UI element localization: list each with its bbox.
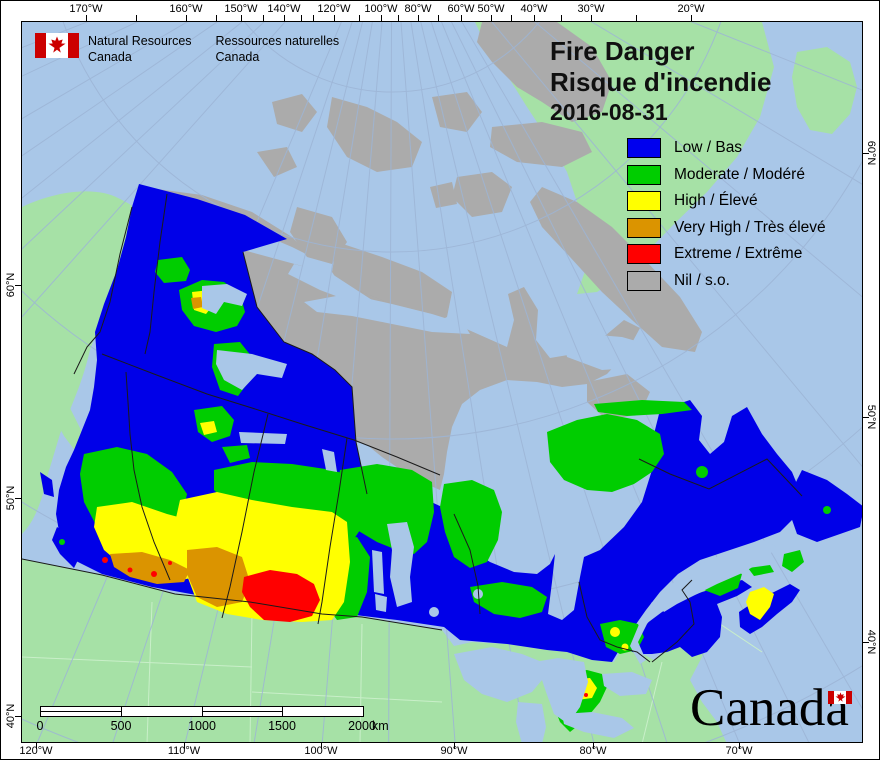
axis-tick bbox=[863, 153, 869, 154]
axis-tick bbox=[334, 15, 335, 21]
axis-tick bbox=[359, 15, 360, 21]
arctic-inlets bbox=[288, 264, 657, 370]
axis-tick bbox=[241, 15, 242, 21]
longitude-label: 50°W bbox=[477, 3, 505, 15]
map-frame: Natural Resources Canada Ressources natu… bbox=[21, 21, 863, 743]
state-lines bbox=[22, 601, 763, 742]
axis-tick bbox=[263, 15, 264, 21]
axis-tick bbox=[284, 15, 285, 21]
longitude-label: 110°W bbox=[167, 745, 201, 757]
axis-tick bbox=[216, 15, 217, 21]
axis-tick bbox=[739, 743, 740, 749]
axis-tick bbox=[86, 15, 87, 21]
longitude-label: 30°W bbox=[577, 3, 605, 15]
axis-tick bbox=[15, 285, 21, 286]
axis-tick bbox=[691, 15, 692, 21]
axis-tick bbox=[321, 743, 322, 749]
longitude-label: 160°W bbox=[169, 3, 203, 15]
longitude-label: 100°W bbox=[364, 3, 398, 15]
longitude-label: 80°W bbox=[404, 3, 432, 15]
longitude-label: 120°W bbox=[317, 3, 351, 15]
axis-tick bbox=[313, 15, 314, 21]
axis-tick bbox=[454, 743, 455, 749]
longitude-label: 170°W bbox=[69, 3, 103, 15]
axis-tick bbox=[381, 15, 382, 21]
axis-tick bbox=[491, 15, 492, 21]
axis-tick bbox=[15, 498, 21, 499]
axis-tick bbox=[561, 15, 562, 21]
axis-tick bbox=[863, 642, 869, 643]
map-canvas bbox=[22, 22, 862, 742]
longitude-label: 150°W bbox=[224, 3, 258, 15]
longitude-label: 40°W bbox=[520, 3, 548, 15]
axis-tick bbox=[36, 743, 37, 749]
axis-tick bbox=[438, 15, 439, 21]
boundaries-layer bbox=[22, 193, 803, 663]
axis-tick bbox=[301, 15, 302, 21]
axis-tick bbox=[461, 15, 462, 21]
axis-tick bbox=[136, 15, 137, 21]
longitude-label: 90°W bbox=[440, 745, 468, 757]
lakes-layer bbox=[202, 284, 777, 742]
longitude-label: 120°W bbox=[19, 745, 53, 757]
axis-tick bbox=[534, 15, 535, 21]
axis-tick bbox=[636, 15, 637, 21]
axis-tick bbox=[863, 417, 869, 418]
axis-tick bbox=[15, 716, 21, 717]
longitude-label: 140°W bbox=[267, 3, 301, 15]
longitude-label: 80°W bbox=[579, 745, 607, 757]
longitude-label: 100°W bbox=[304, 745, 338, 757]
axis-tick bbox=[418, 15, 419, 21]
axis-tick bbox=[593, 743, 594, 749]
longitude-label: 20°W bbox=[677, 3, 705, 15]
axis-tick bbox=[184, 743, 185, 749]
axis-tick bbox=[591, 15, 592, 21]
axis-tick bbox=[398, 15, 399, 21]
axis-tick bbox=[186, 15, 187, 21]
longitude-label: 60°W bbox=[447, 3, 475, 15]
axis-tick bbox=[511, 15, 512, 21]
longitude-label: 70°W bbox=[725, 745, 753, 757]
